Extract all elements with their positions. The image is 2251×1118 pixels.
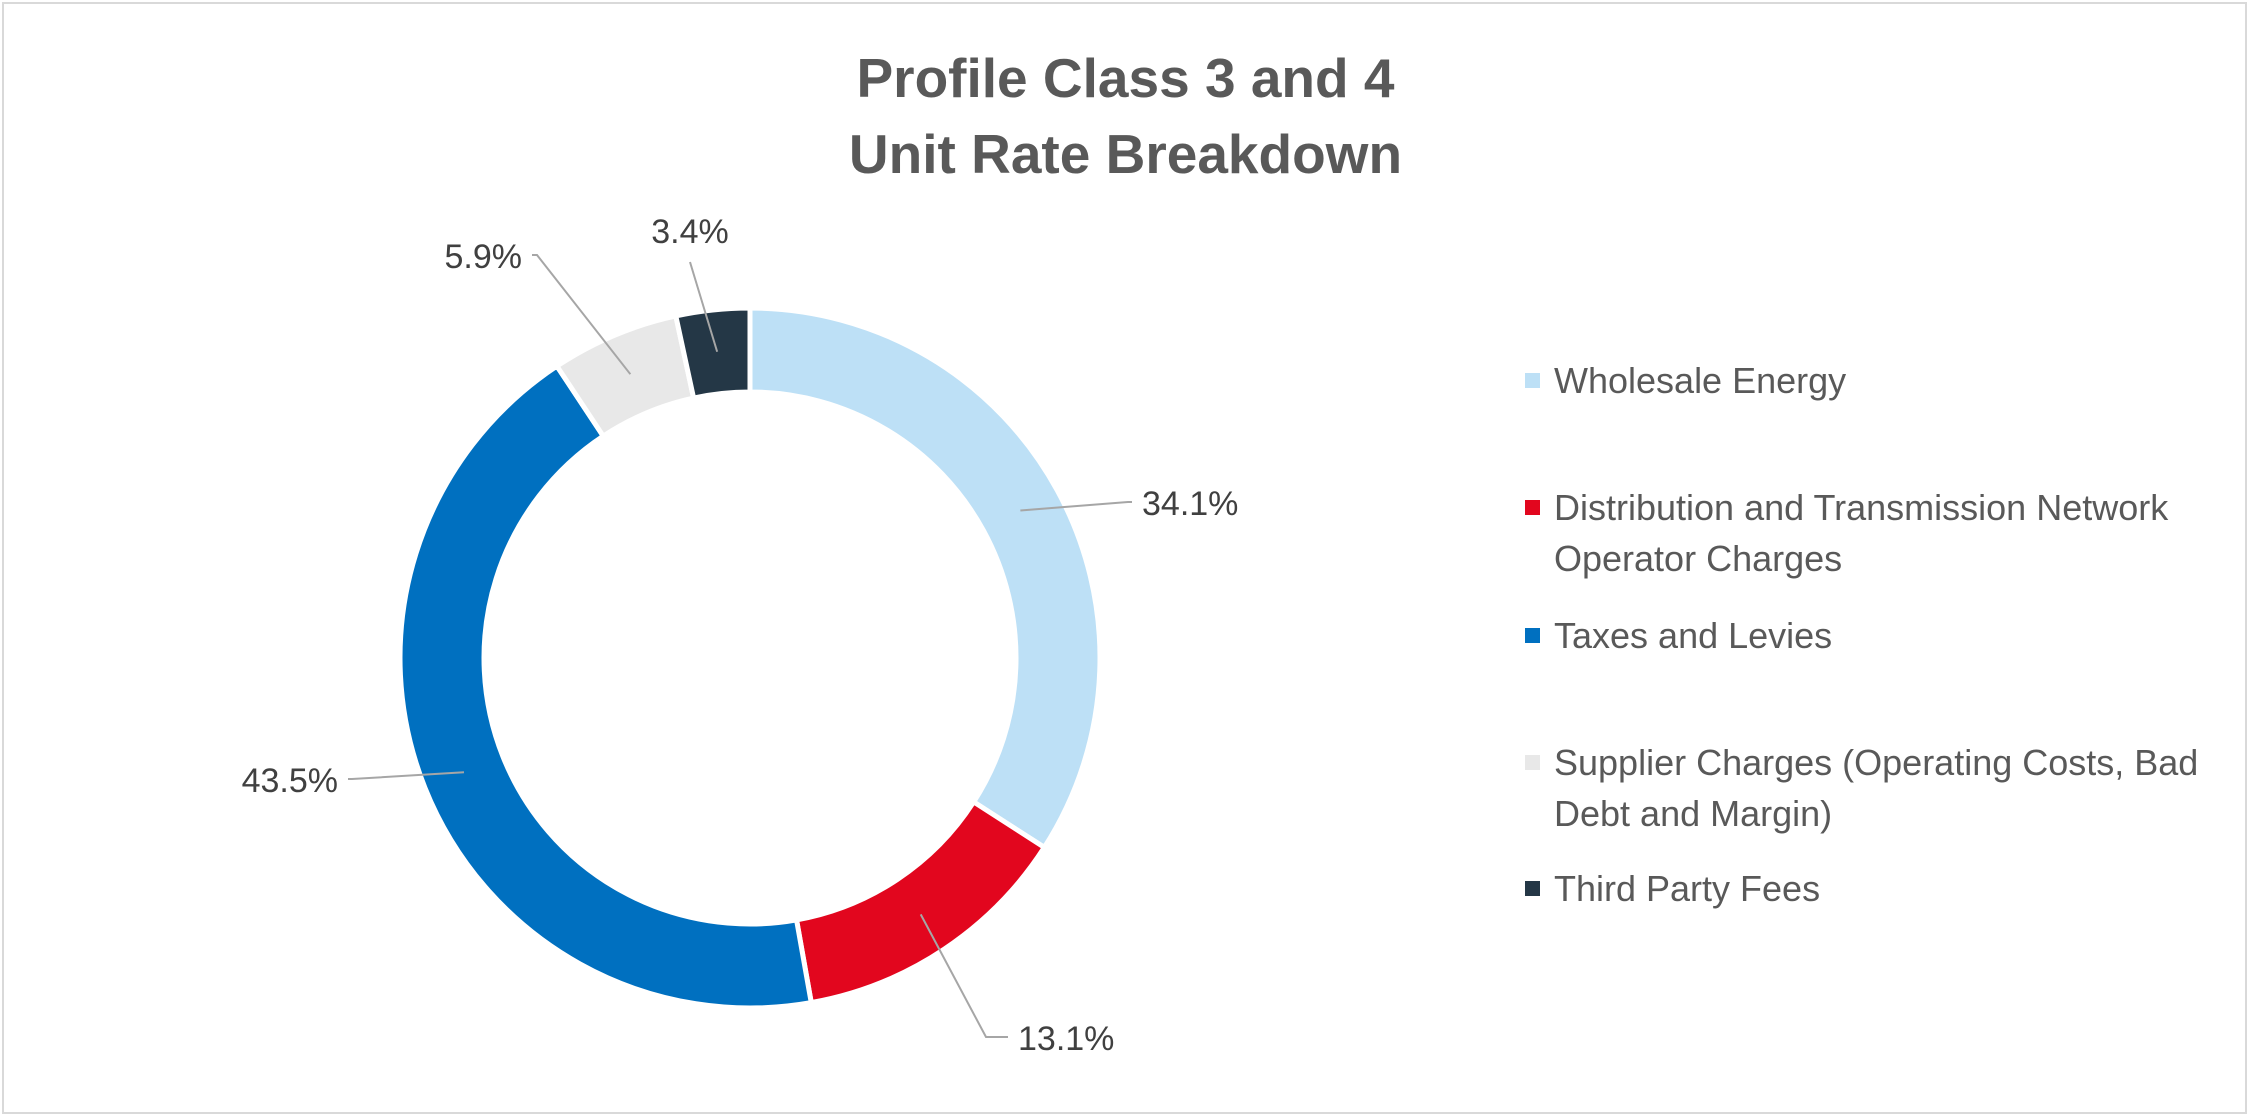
leader-lines: [348, 254, 1132, 1038]
leader-line-distribution-and-transmission-network-operator-charges: [919, 913, 1008, 1038]
leader-line-supplier-charges-operating-costs-bad-debt-and-margin: [532, 254, 632, 375]
leader-line-taxes-and-levies: [348, 771, 465, 780]
data-label-wholesale-energy: 34.1%: [1142, 485, 1238, 523]
data-labels: 34.1% 13.1% 43.5% 5.9% 3.4%: [242, 213, 1239, 1058]
legend-label: Third Party Fees: [1554, 868, 1821, 909]
data-label-supplier-charges-operating-costs-bad-debt-and-margin: 5.9%: [445, 238, 523, 276]
data-label-distribution-and-transmission-network-operator-charges: 13.1%: [1018, 1020, 1114, 1058]
chart-title-line-1: Profile Class 3 and 4: [856, 47, 1395, 109]
chart-title: Profile Class 3 and 4 Unit Rate Breakdow…: [0, 40, 2251, 192]
legend-swatch: [1525, 628, 1540, 643]
leader-line-third-party-fees: [689, 261, 719, 353]
slice-wholesale-energy: [747, 305, 1103, 851]
legend-swatch: [1525, 373, 1540, 388]
legend-label: Supplier Charges (Operating Costs, Bad D…: [1554, 742, 2199, 834]
data-label-third-party-fees: 3.4%: [651, 213, 729, 251]
slice-third-party-fees: [672, 305, 753, 402]
legend-label: Taxes and Levies: [1554, 615, 1833, 656]
legend-label: Distribution and Transmission Network Op…: [1554, 487, 2169, 579]
leader-line-wholesale-energy: [1020, 501, 1132, 512]
chart-title-line-2: Unit Rate Breakdown: [848, 123, 1403, 185]
legend-swatch: [1525, 755, 1540, 770]
doughnut-slices: [397, 305, 1103, 1011]
legend-swatch: [1525, 500, 1540, 515]
legend-swatch: [1525, 881, 1540, 896]
data-label-taxes-and-levies: 43.5%: [242, 762, 338, 800]
slice-taxes-and-levies: [397, 362, 815, 1011]
legend-label: Wholesale Energy: [1554, 360, 1847, 401]
slice-distribution-and-transmission-network-operator-charges: [793, 798, 1048, 1006]
